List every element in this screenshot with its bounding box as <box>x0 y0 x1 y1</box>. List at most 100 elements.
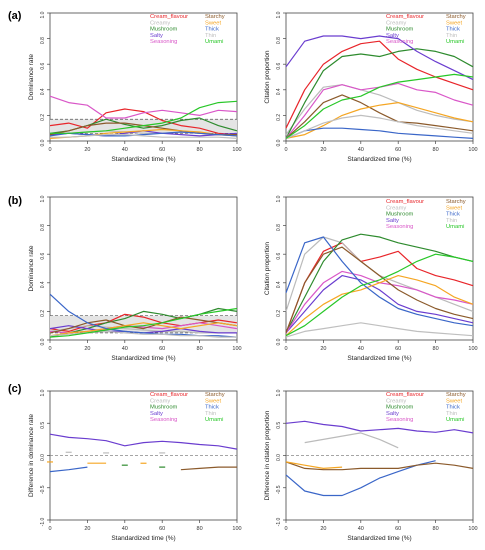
series-line-umami <box>285 73 474 139</box>
legend-entry-thin: Thin <box>205 33 216 39</box>
series-line-thick <box>285 236 474 327</box>
y-tick-label: 0.6 <box>276 253 282 260</box>
x-tick-label: 20 <box>320 526 326 532</box>
panel-label-b: (b) <box>8 195 23 207</box>
x-tick-label: 100 <box>232 147 241 153</box>
legend-entry-starchy: Starchy <box>446 392 466 398</box>
x-axis-label: Standardized time (%) <box>111 156 175 163</box>
y-tick-label: 1.0 <box>276 389 282 396</box>
legend-entry-thin: Thin <box>446 218 457 224</box>
y-tick-label: 0.8 <box>40 224 46 231</box>
y-tick-label: 0.5 <box>40 422 46 429</box>
x-tick-label: 20 <box>84 346 90 352</box>
legend-entry-salty: Salty <box>386 218 399 224</box>
y-tick-label: 0.4 <box>40 88 46 95</box>
legend-entry-umami: Umami <box>446 224 464 230</box>
x-tick-label: 80 <box>433 526 439 532</box>
plot-frame <box>285 196 474 341</box>
legend-entry-mushroom: Mushroom <box>386 212 414 218</box>
series-line-thick <box>285 460 436 497</box>
y-tick-label: 0.4 <box>276 281 282 288</box>
x-tick-label: 100 <box>232 526 241 532</box>
x-tick-label: 80 <box>197 147 203 153</box>
series-line-sweet <box>285 461 343 469</box>
legend-entry-sweet: Sweet <box>446 20 463 26</box>
x-tick-label: 40 <box>122 147 128 153</box>
series-line-starchy <box>180 466 237 471</box>
y-tick-label: 0.2 <box>276 114 282 121</box>
x-tick-label: 80 <box>433 346 439 352</box>
series-line-thick <box>49 131 238 137</box>
x-tick-label: 100 <box>468 526 477 532</box>
legend-entry-thin: Thin <box>205 411 216 417</box>
legend-entry-sweet: Sweet <box>205 398 222 404</box>
legend-entry-thin: Thin <box>446 411 457 417</box>
legend-entry-seasoning: Seasoning <box>386 39 413 45</box>
x-tick-label: 40 <box>358 346 364 352</box>
plot-frame <box>49 12 238 142</box>
x-tick-label: 60 <box>159 526 165 532</box>
legend-entry-sweet: Sweet <box>446 205 463 211</box>
y-tick-label: 0.0 <box>276 139 282 146</box>
y-axis-label: Difference in citation proportion <box>264 410 271 500</box>
y-tick-label: 0.5 <box>276 422 282 429</box>
significance-band <box>50 315 237 333</box>
y-tick-label: 0.2 <box>40 310 46 317</box>
series-line-thick <box>285 127 474 139</box>
series-line-seasoning <box>285 270 474 334</box>
legend-entry-salty: Salty <box>150 33 163 39</box>
legend-entry-sweet: Sweet <box>205 20 222 26</box>
y-tick-label: 1.0 <box>276 195 282 202</box>
y-tick-label: 0.8 <box>276 224 282 231</box>
x-tick-label: 60 <box>395 147 401 153</box>
legend-entry-salty: Salty <box>386 411 399 417</box>
legend-entry-creamy: Creamy <box>386 398 406 404</box>
x-tick-label: 20 <box>320 147 326 153</box>
y-tick-label: 1.0 <box>40 389 46 396</box>
x-tick-label: 20 <box>84 526 90 532</box>
y-tick-label: 0.0 <box>276 454 282 461</box>
y-tick-label: 0.6 <box>276 63 282 70</box>
x-tick-label: 80 <box>433 147 439 153</box>
series-line-thin <box>50 134 238 139</box>
series-line-starchy <box>285 94 474 139</box>
x-tick-label: 0 <box>48 526 51 532</box>
y-tick-label: 0.8 <box>276 37 282 44</box>
y-tick-label: -1.0 <box>276 517 282 526</box>
legend-entry-umami: Umami <box>205 39 223 45</box>
x-axis-label: Standardized time (%) <box>347 535 411 542</box>
x-tick-label: 100 <box>468 147 477 153</box>
legend-entry-mushroom: Mushroom <box>386 27 414 33</box>
x-tick-label: 100 <box>232 346 241 352</box>
y-tick-label: 0.2 <box>40 114 46 121</box>
y-axis-label: Dominance rate <box>28 54 35 100</box>
plot-frame <box>49 196 238 341</box>
legend-entry-seasoning: Seasoning <box>150 39 177 45</box>
series-line-salty <box>285 35 474 81</box>
legend-entry-mushroom: Mushroom <box>150 27 178 33</box>
series-line-salty <box>285 420 474 434</box>
x-tick-label: 40 <box>358 147 364 153</box>
legend-entry-cream_flavour: Cream_flavour <box>150 392 188 398</box>
legend-entry-cream_flavour: Cream_flavour <box>386 199 424 205</box>
legend-entry-creamy: Creamy <box>386 20 406 26</box>
legend-entry-thin: Thin <box>446 33 457 39</box>
legend-entry-thick: Thick <box>446 27 460 33</box>
x-tick-label: 0 <box>48 147 51 153</box>
y-tick-label: 1.0 <box>40 11 46 18</box>
series-line-mushroom <box>285 48 474 139</box>
x-axis-label: Standardized time (%) <box>111 535 175 542</box>
series-line-umami <box>50 100 238 134</box>
panel-label-c: (c) <box>8 383 22 395</box>
series-line-cream_flavour <box>49 108 238 136</box>
legend-entry-seasoning: Seasoning <box>150 417 177 423</box>
x-tick-label: 20 <box>320 346 326 352</box>
series-line-mushroom <box>285 233 474 334</box>
series-line-creamy <box>304 432 399 449</box>
x-tick-label: 0 <box>48 346 51 352</box>
series-line-thin <box>285 322 474 338</box>
x-tick-label: 40 <box>122 346 128 352</box>
legend-entry-starchy: Starchy <box>446 199 466 205</box>
y-tick-label: 0.4 <box>40 281 46 288</box>
y-tick-label: 0.4 <box>276 88 282 95</box>
